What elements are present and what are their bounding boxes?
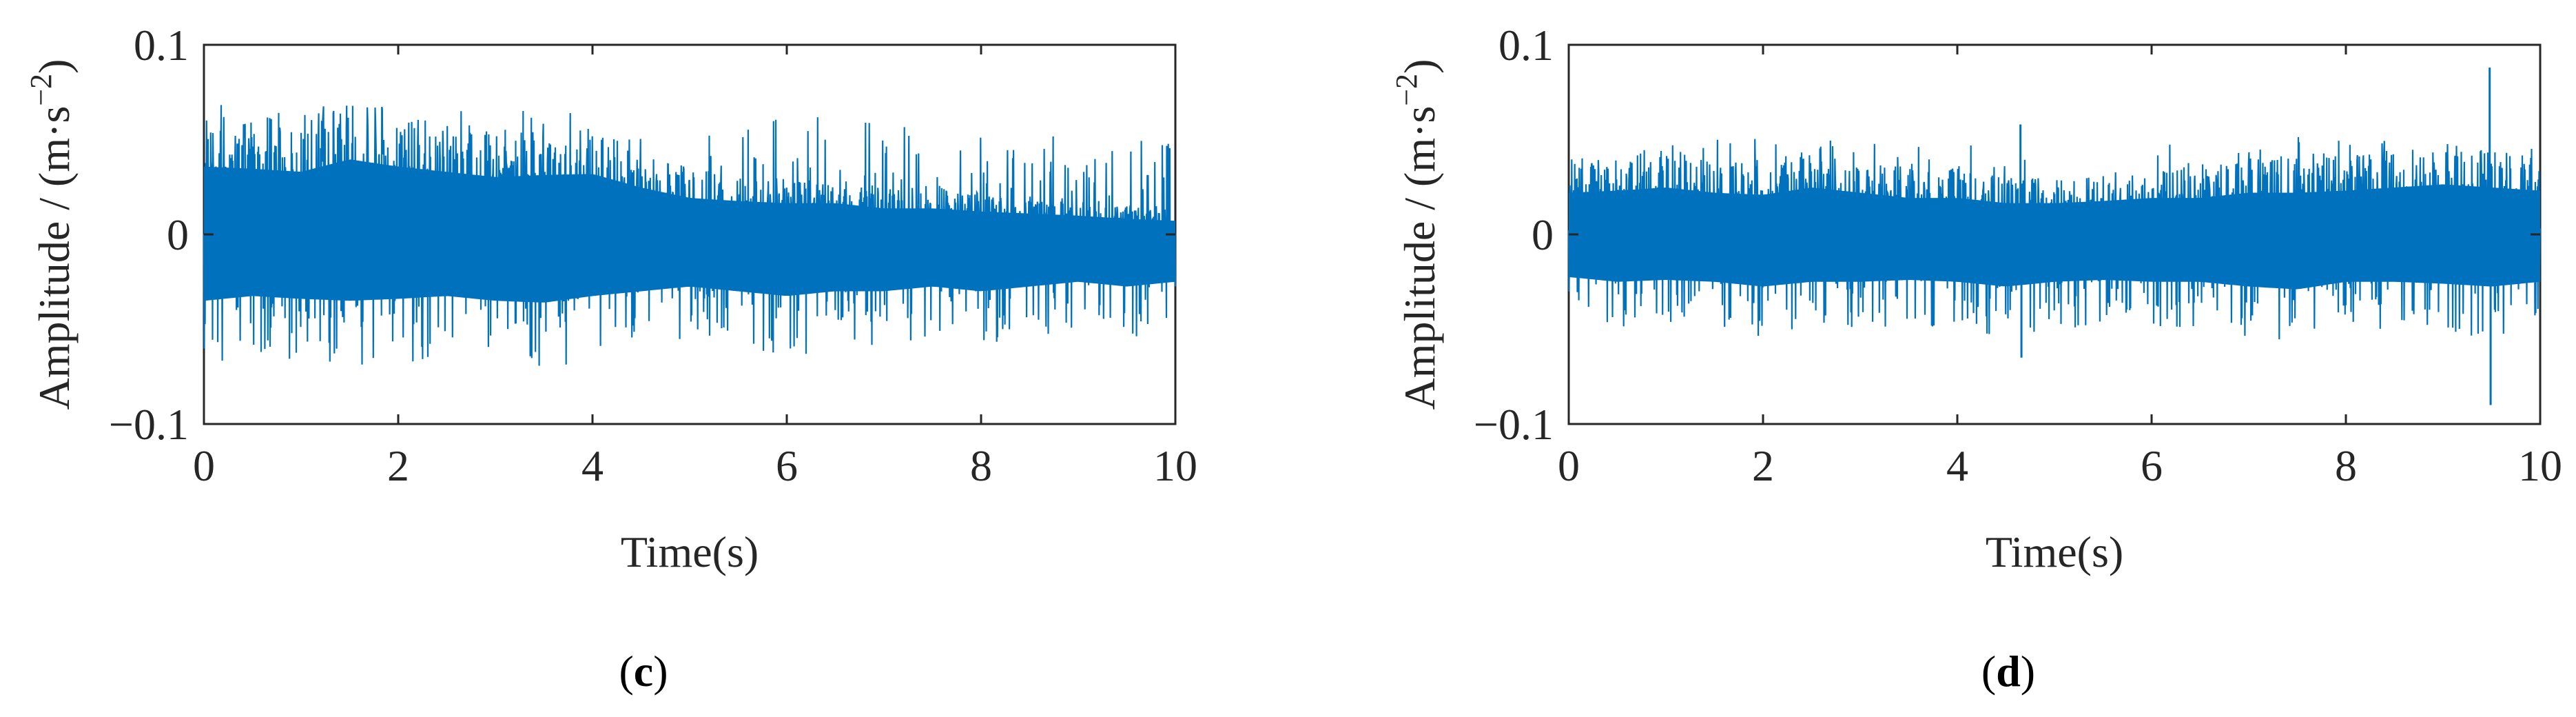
- signal-series-c: [203, 105, 1177, 366]
- signal-core-band-d: [1569, 184, 2540, 290]
- panel-caption-d: (d): [1981, 647, 2035, 696]
- x-axis-ticks-c: 0 2 4 6 8 10: [193, 45, 1197, 490]
- y-axis-label-exponent-c: −2: [24, 74, 58, 106]
- y-tick-label-c-1: 0: [167, 210, 189, 259]
- x-tick-label-d-1: 2: [1752, 441, 1774, 490]
- panel-letter-d: d: [1996, 647, 2021, 696]
- y-axis-ticks-c: −0.1 0 0.1: [109, 21, 1175, 449]
- x-tick-label-d-2: 4: [1946, 441, 1968, 490]
- y-axis-label-close-c: ): [30, 59, 79, 74]
- x-tick-label-c-1: 2: [387, 441, 409, 490]
- x-axis-label-c: Time(s): [621, 527, 759, 576]
- y-axis-label-close-d: ): [1395, 59, 1444, 74]
- chart-panel-c: −0.100.1 0 2 4 6 8 10 Time(s) Amplitude / (m·…: [24, 21, 1197, 696]
- x-tick-label-d-0: 0: [1558, 441, 1580, 490]
- signal-core-band-c: [204, 159, 1175, 303]
- y-axis-label-text-d: Amplitude / (m·s: [1395, 106, 1444, 410]
- x-tick-label-d-3: 6: [2141, 441, 2163, 490]
- y-axis-ticks-d: −0.1 0 0.1: [1474, 21, 2540, 449]
- y-tick-label-c-0: −0.1: [109, 400, 189, 449]
- panel-caption-c: (c): [619, 647, 668, 696]
- panel-letter-c: c: [634, 647, 653, 696]
- y-tick-label-c-2: 0.1: [134, 21, 189, 70]
- y-axis-label-text-c: Amplitude / (m·s: [30, 106, 79, 410]
- chart-panel-d: −0.100.1 0 2 4 6 8 10 Time(s) Amplitude / (m·…: [1390, 21, 2562, 696]
- x-tick-label-c-3: 6: [776, 441, 798, 490]
- y-axis-label-c: Amplitude / (m·s−2): [24, 59, 79, 410]
- x-tick-label-c-2: 4: [581, 441, 604, 490]
- x-axis-label-d: Time(s): [1986, 527, 2123, 576]
- x-tick-label-d-5: 10: [2518, 441, 2562, 490]
- y-tick-label-d-1: 0: [1532, 210, 1554, 259]
- y-axis-label-d: Amplitude / (m·s−2): [1390, 59, 1444, 410]
- y-tick-label-d-2: 0.1: [1498, 21, 1554, 70]
- x-tick-label-c-5: 10: [1153, 441, 1197, 490]
- x-tick-label-c-4: 8: [970, 441, 992, 490]
- y-tick-label-d-0: −0.1: [1474, 400, 1554, 449]
- x-axis-ticks-d: 0 2 4 6 8 10: [1558, 45, 2562, 490]
- x-tick-label-c-0: 0: [193, 441, 215, 490]
- x-tick-label-d-4: 8: [2335, 441, 2357, 490]
- signal-series-d: [1567, 68, 2542, 405]
- y-axis-label-exponent-d: −2: [1390, 74, 1423, 106]
